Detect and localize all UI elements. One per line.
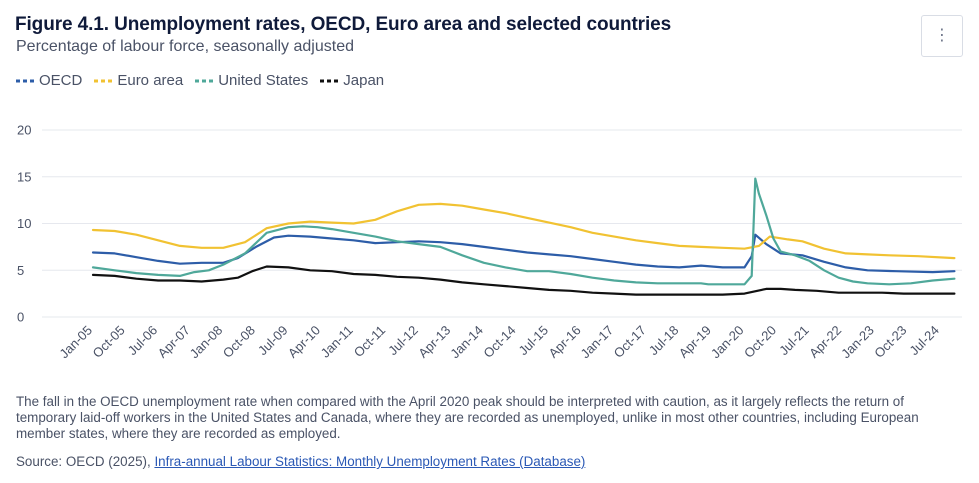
- series-line-euro: [91, 202, 956, 260]
- legend-item-euro-area[interactable]: Euro area: [94, 72, 183, 89]
- source-link[interactable]: Infra-annual Labour Statistics: Monthly …: [154, 454, 586, 469]
- legend-swatch-united-states: [195, 79, 214, 82]
- x-tick-label: Oct-17: [611, 323, 649, 361]
- y-tick-label: 15: [17, 169, 31, 184]
- line-chart: 05101520Jan-05Oct-05Jul-06Apr-07Jan-08Oc…: [17, 123, 962, 362]
- x-tick-label: Jul-18: [646, 323, 682, 359]
- legend-swatch-japan: [320, 79, 339, 82]
- x-tick-label: Jul-12: [385, 323, 421, 359]
- x-tick-label: Apr-13: [415, 323, 453, 361]
- x-tick-label: Apr-16: [546, 323, 584, 361]
- x-tick-label: Jan-20: [708, 323, 747, 362]
- series-line-us: [91, 177, 956, 286]
- x-tick-label: Oct-08: [220, 323, 258, 361]
- chart-title: Figure 4.1. Unemployment rates, OECD, Eu…: [15, 14, 672, 35]
- x-tick-label: Jul-06: [125, 323, 161, 359]
- y-tick-label: 5: [17, 263, 24, 278]
- x-tick-label: Jul-15: [515, 323, 551, 359]
- x-tick-label: Jan-23: [838, 323, 877, 362]
- chart-menu-button[interactable]: ⋮: [921, 15, 963, 57]
- legend-label-japan: Japan: [343, 72, 385, 89]
- chart-subtitle: Percentage of labour force, seasonally a…: [16, 38, 354, 55]
- x-tick-label: Jul-09: [255, 323, 291, 359]
- legend-item-japan[interactable]: Japan: [320, 72, 384, 89]
- series-line-japan: [91, 265, 956, 296]
- legend-swatch-oecd: [16, 79, 34, 82]
- legend-item-oecd[interactable]: OECD: [16, 72, 82, 89]
- x-tick-label: Oct-20: [741, 323, 779, 361]
- x-tick-label: Oct-11: [351, 323, 389, 361]
- x-tick-label: Jan-05: [56, 323, 95, 362]
- x-tick-label: Jan-11: [318, 323, 356, 361]
- legend-swatch-euro-area: [94, 79, 113, 82]
- legend-label-oecd: OECD: [39, 72, 83, 89]
- chart-source: Source: OECD (2025), Infra-annual Labour…: [16, 454, 585, 469]
- chart-note: The fall in the OECD unemployment rate w…: [16, 394, 919, 441]
- y-tick-label: 0: [17, 310, 24, 325]
- x-tick-label: Jan-17: [578, 323, 617, 362]
- y-tick-label: 10: [17, 216, 31, 231]
- x-tick-label: Oct-14: [480, 323, 518, 361]
- source-prefix: Source: OECD (2025),: [16, 454, 155, 469]
- x-tick-label: Jan-14: [447, 323, 486, 362]
- x-tick-label: Oct-05: [89, 323, 127, 361]
- x-tick-label: Jul-24: [906, 323, 942, 359]
- x-tick-label: Oct-23: [871, 323, 909, 361]
- x-tick-label: Apr-10: [285, 323, 323, 361]
- vertical-ellipsis-icon: ⋮: [934, 27, 950, 44]
- x-tick-label: Jul-21: [776, 323, 812, 359]
- legend-item-united-states[interactable]: United States: [195, 72, 308, 89]
- x-tick-label: Apr-22: [806, 323, 844, 361]
- x-tick-label: Jan-08: [187, 323, 226, 362]
- y-tick-label: 20: [17, 123, 31, 138]
- x-tick-label: Apr-19: [676, 323, 714, 361]
- x-tick-label: Apr-07: [155, 323, 193, 361]
- legend-label-united-states: United States: [218, 72, 309, 89]
- legend-label-euro-area: Euro area: [117, 72, 184, 89]
- series-line-oecd: [91, 233, 956, 274]
- chart-legend: OECD Euro area United States Japan: [16, 72, 384, 89]
